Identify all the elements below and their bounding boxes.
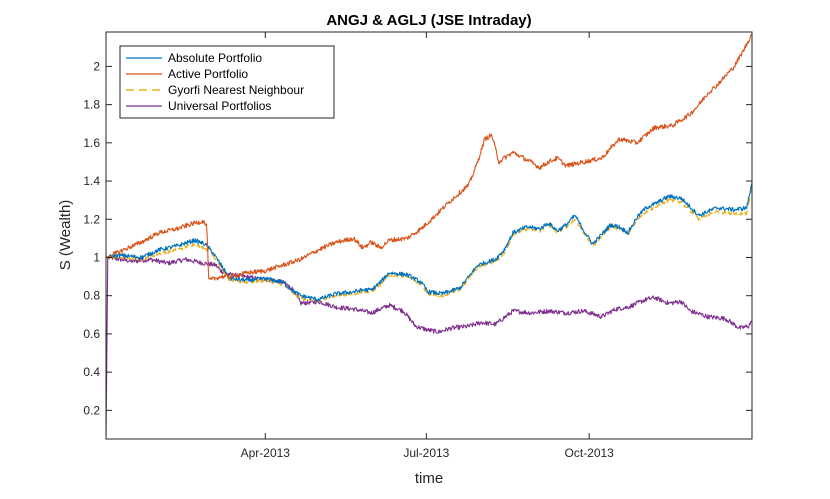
- y-tick-label: 0.6: [83, 327, 100, 341]
- y-tick-label: 1.8: [83, 98, 100, 112]
- y-tick-label: 1: [93, 250, 100, 264]
- series-line-absolute-portfolio: [106, 182, 752, 302]
- legend-label-absolute-portfolio: Absolute Portfolio: [168, 51, 262, 65]
- legend-label-gyorfi-nearest-neighbour: Gyorfi Nearest Neighbour: [168, 83, 304, 97]
- y-axis-label: S (Wealth): [57, 200, 74, 271]
- y-tick-label: 0.4: [83, 365, 100, 379]
- axes-frame: [105, 31, 753, 440]
- legend-label-universal-portfolios: Universal Portfolios: [168, 99, 271, 113]
- x-tick-label: Oct-2013: [564, 446, 614, 460]
- legend: Absolute Portfolio Active Portfolio Gyorfi…: [119, 45, 335, 119]
- y-tick-label: 1.4: [83, 174, 100, 188]
- y-tick-label: 1.6: [83, 136, 100, 150]
- y-tick-label: 2: [93, 59, 100, 73]
- x-tick-label: Apr-2013: [241, 446, 291, 460]
- y-tick-label: 0.8: [83, 289, 100, 303]
- x-axis-label: time: [415, 470, 443, 487]
- chart-title: ANGJ & AGLJ (JSE Intraday): [326, 12, 531, 29]
- legend-label-active-portfolio: Active Portfolio: [168, 67, 248, 81]
- series-line-gyorfi-nearest-neighbour: [106, 186, 752, 303]
- series-layer: [106, 33, 752, 439]
- axes-layer: 0.2 0.4 0.6 0.8 1 1.2 1.4 1.6 1.8 2 Apr-2013 Jul-20…: [83, 31, 753, 460]
- series-line-universal-portfolios: [106, 254, 752, 439]
- x-tick-label: Jul-2013: [403, 446, 449, 460]
- series-line-active-portfolio: [106, 33, 752, 281]
- y-tick-label: 1.2: [83, 212, 100, 226]
- y-tick-label: 0.2: [83, 403, 100, 417]
